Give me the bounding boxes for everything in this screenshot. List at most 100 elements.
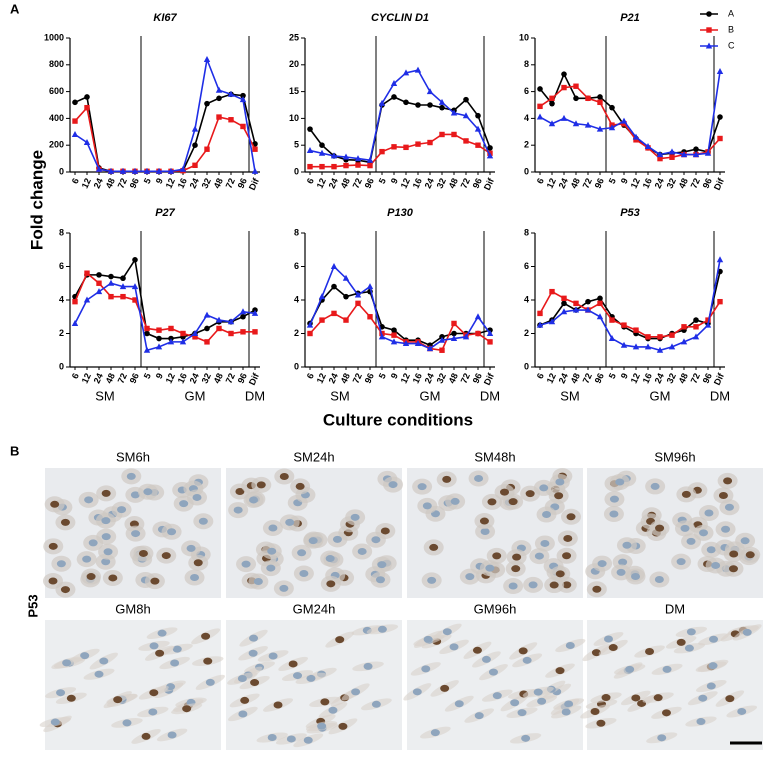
marker	[657, 334, 663, 340]
y-tick-label: 6	[294, 261, 299, 271]
x-tick-label: 96	[471, 372, 484, 385]
nucleus	[56, 560, 66, 568]
x-tick-label: 24	[557, 177, 570, 190]
marker	[391, 327, 397, 333]
nucleus	[101, 533, 111, 541]
x-tick-label: 72	[224, 372, 237, 385]
marker	[132, 297, 138, 303]
x-tick-label: 12	[315, 177, 328, 190]
marker	[536, 321, 544, 328]
nucleus	[167, 528, 177, 536]
y-tick-label: 400	[49, 113, 64, 123]
marker	[596, 125, 604, 132]
nucleus	[718, 492, 728, 500]
marker	[585, 95, 591, 101]
nucleus	[562, 581, 572, 589]
marker	[560, 308, 568, 315]
marker	[167, 338, 175, 345]
marker	[475, 112, 481, 119]
nucleus	[676, 558, 686, 566]
nucleus	[591, 649, 601, 657]
nucleus	[182, 705, 192, 713]
nucleus	[522, 656, 532, 664]
marker	[572, 306, 580, 313]
x-tick-label: 24	[188, 177, 201, 190]
x-tick-label: 6	[70, 177, 81, 186]
marker	[572, 120, 580, 127]
x-tick-label: 32	[435, 372, 448, 385]
marker	[597, 295, 603, 302]
x-tick-label: 96	[363, 177, 376, 190]
marker	[216, 325, 222, 332]
nucleus	[332, 535, 342, 543]
x-tick-label: 12	[399, 372, 412, 385]
nucleus	[562, 552, 572, 560]
chart-title: CYCLIN D1	[371, 12, 429, 24]
nucleus	[539, 484, 549, 492]
nucleus	[472, 646, 482, 654]
x-tick-label: 6	[305, 177, 316, 186]
nucleus	[728, 565, 738, 573]
nucleus	[500, 488, 510, 496]
x-tick-label: 24	[423, 177, 436, 190]
marker	[318, 293, 326, 300]
marker	[72, 118, 78, 124]
x-tick-label: 12	[629, 372, 642, 385]
nucleus	[481, 655, 491, 663]
marker	[705, 317, 711, 323]
x-tick-label: 96	[701, 177, 714, 190]
marker	[84, 104, 90, 111]
marker	[692, 151, 700, 158]
marker	[549, 95, 555, 101]
series-line	[74, 105, 256, 173]
y-tick-label: 600	[49, 86, 64, 96]
y-tick-label: 0	[294, 361, 299, 371]
marker	[536, 113, 544, 120]
y-tick-label: 2	[294, 328, 299, 338]
nucleus	[601, 694, 611, 702]
y-tick-label: 8	[524, 59, 529, 69]
nucleus	[615, 478, 625, 486]
nucleus	[48, 577, 58, 585]
chart-title: P130	[387, 207, 414, 219]
marker	[450, 335, 458, 342]
marker	[487, 339, 493, 345]
nucleus	[286, 735, 296, 743]
y-tick-label: 4	[294, 294, 299, 304]
marker	[462, 112, 470, 119]
x-tick-label: 72	[689, 372, 702, 385]
marker	[179, 338, 187, 345]
legend-marker	[706, 11, 712, 17]
x-tick-label: 96	[701, 372, 714, 385]
image-label: GM96h	[474, 601, 517, 616]
marker	[549, 288, 555, 295]
marker	[228, 330, 234, 337]
x-tick-label: 24	[188, 372, 201, 385]
micrograph	[407, 468, 583, 598]
nucleus	[474, 474, 484, 482]
marker	[439, 347, 445, 353]
marker	[144, 330, 150, 337]
marker	[96, 272, 102, 278]
marker	[584, 121, 592, 128]
nucleus	[357, 547, 367, 555]
marker	[215, 316, 223, 323]
marker	[107, 167, 115, 174]
nucleus	[603, 635, 613, 643]
marker	[596, 313, 604, 320]
nucleus	[179, 500, 189, 508]
nucleus	[377, 561, 387, 569]
nucleus	[430, 729, 440, 737]
marker	[179, 165, 187, 172]
nucleus	[542, 511, 552, 519]
nucleus	[143, 488, 153, 496]
nucleus	[328, 706, 338, 714]
nucleus	[725, 695, 735, 703]
micrograph	[226, 620, 402, 750]
chart-title: P21	[620, 12, 640, 24]
marker	[204, 339, 210, 345]
nucleus	[510, 699, 520, 707]
chart-title: KI67	[153, 12, 177, 24]
nucleus	[427, 576, 437, 584]
group-label: DM	[245, 388, 265, 403]
